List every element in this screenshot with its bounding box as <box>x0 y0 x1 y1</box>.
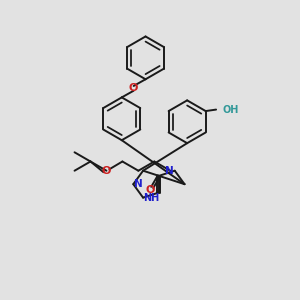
Text: NH: NH <box>143 193 160 202</box>
Text: OH: OH <box>222 105 238 115</box>
Text: N: N <box>134 179 143 189</box>
Text: O: O <box>145 185 154 195</box>
Text: O: O <box>129 83 138 93</box>
Text: N: N <box>165 166 174 176</box>
Text: O: O <box>102 166 111 176</box>
